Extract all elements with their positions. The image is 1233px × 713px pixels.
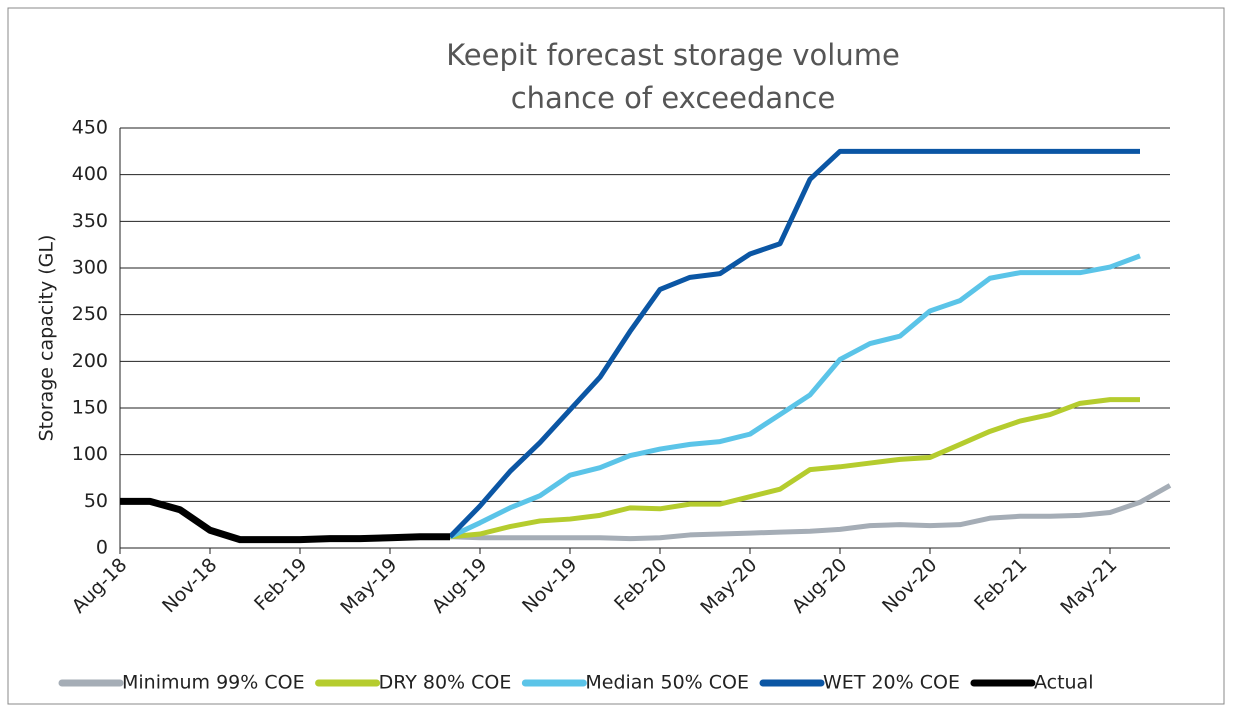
legend-label: Median 50% COE — [585, 672, 749, 694]
y-tick-label: 50 — [84, 490, 108, 512]
legend-label: Actual — [1034, 672, 1094, 694]
legend-label: WET 20% COE — [823, 672, 960, 694]
legend-label: Minimum 99% COE — [122, 672, 305, 694]
y-tick-label: 300 — [72, 257, 108, 279]
series-line — [448, 148, 1140, 539]
y-tick-label: 150 — [72, 397, 108, 419]
series-line — [449, 397, 1140, 540]
series-line — [120, 497, 450, 544]
y-tick-label: 0 — [96, 537, 108, 559]
series-line — [448, 253, 1141, 540]
y-tick-label: 200 — [72, 350, 108, 372]
y-axis-label: Storage capacity (GL) — [36, 235, 58, 442]
chart-title: chance of exceedance — [511, 81, 836, 115]
y-tick-label: 450 — [72, 117, 108, 139]
y-tick-label: 250 — [72, 303, 108, 325]
series-line — [449, 483, 1172, 542]
y-tick-label: 350 — [72, 210, 108, 232]
legend-label: DRY 80% COE — [379, 672, 512, 694]
chart-title: Keepit forecast storage volume — [446, 38, 900, 72]
y-tick-label: 100 — [72, 443, 108, 465]
y-tick-label: 400 — [72, 163, 108, 185]
